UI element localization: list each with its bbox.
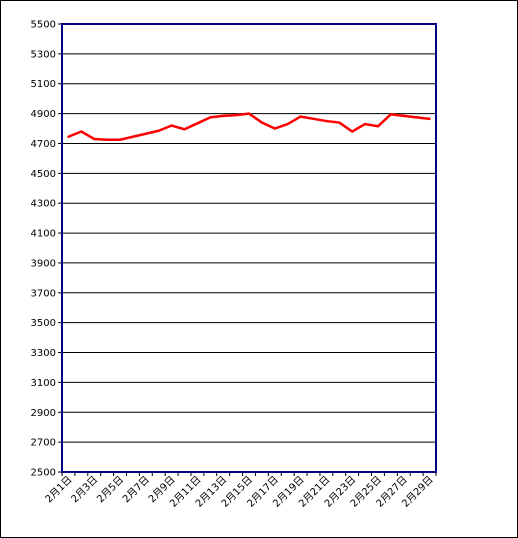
x-tick-label: 2月7日 [120, 474, 152, 506]
y-tick-label: 5500 [31, 20, 56, 31]
data-point [428, 117, 431, 121]
data-point [144, 132, 148, 135]
data-point [131, 135, 135, 138]
y-tick-label: 2700 [31, 438, 56, 449]
data-point [273, 127, 276, 130]
y-tick-label: 4900 [31, 109, 56, 120]
y-tick-label: 3500 [31, 318, 56, 329]
data-point [415, 116, 418, 119]
plot-border [61, 23, 437, 473]
y-tick-label: 4700 [31, 139, 56, 150]
data-point [67, 135, 70, 138]
data-point [183, 128, 186, 131]
y-tick-label: 4300 [31, 199, 56, 210]
y-tick-label: 5300 [31, 49, 56, 60]
data-point [286, 122, 289, 126]
y-tick-label: 3300 [31, 348, 56, 359]
series-layer [67, 112, 431, 141]
gridlines [62, 53, 436, 443]
data-point [389, 113, 393, 116]
data-point [196, 122, 199, 125]
data-point [157, 129, 160, 132]
data-point [325, 119, 328, 123]
data-point [402, 114, 405, 118]
y-axis-tick-labels: 2500 2700 2900 3100 3300 3500 3700 3900 4100 4300… [31, 20, 62, 479]
y-tick-label: 2500 [31, 468, 56, 479]
y-tick-label: 3700 [31, 288, 56, 299]
y-tick-label: 3100 [31, 378, 56, 389]
data-point [222, 114, 225, 118]
data-point [376, 125, 380, 128]
data-point [234, 113, 238, 117]
y-tick-label: 3900 [31, 258, 56, 269]
data-point [260, 121, 264, 124]
y-tick-label: 4500 [31, 169, 56, 180]
data-point [350, 130, 354, 133]
data-point [80, 130, 83, 133]
plot-area [62, 24, 436, 472]
data-point [338, 121, 341, 124]
data-point [363, 122, 367, 126]
data-point [93, 137, 96, 141]
y-tick-label: 4100 [31, 229, 56, 240]
x-tick-label: 2月3日 [69, 474, 101, 506]
y-tick-label: 5100 [31, 79, 56, 90]
data-point [105, 138, 109, 141]
data-point [312, 117, 315, 121]
data-point [118, 138, 122, 141]
data-point [247, 112, 251, 115]
data-point [170, 124, 173, 127]
y-tick-label: 2900 [31, 408, 56, 419]
x-tick-label: 2月5日 [95, 474, 127, 506]
data-point [299, 115, 302, 118]
data-point [209, 116, 212, 119]
x-axis-tick-labels: 2月1日2月3日2月5日2月7日2月9日2月11日2月13日2月15日2月17日… [43, 474, 436, 510]
